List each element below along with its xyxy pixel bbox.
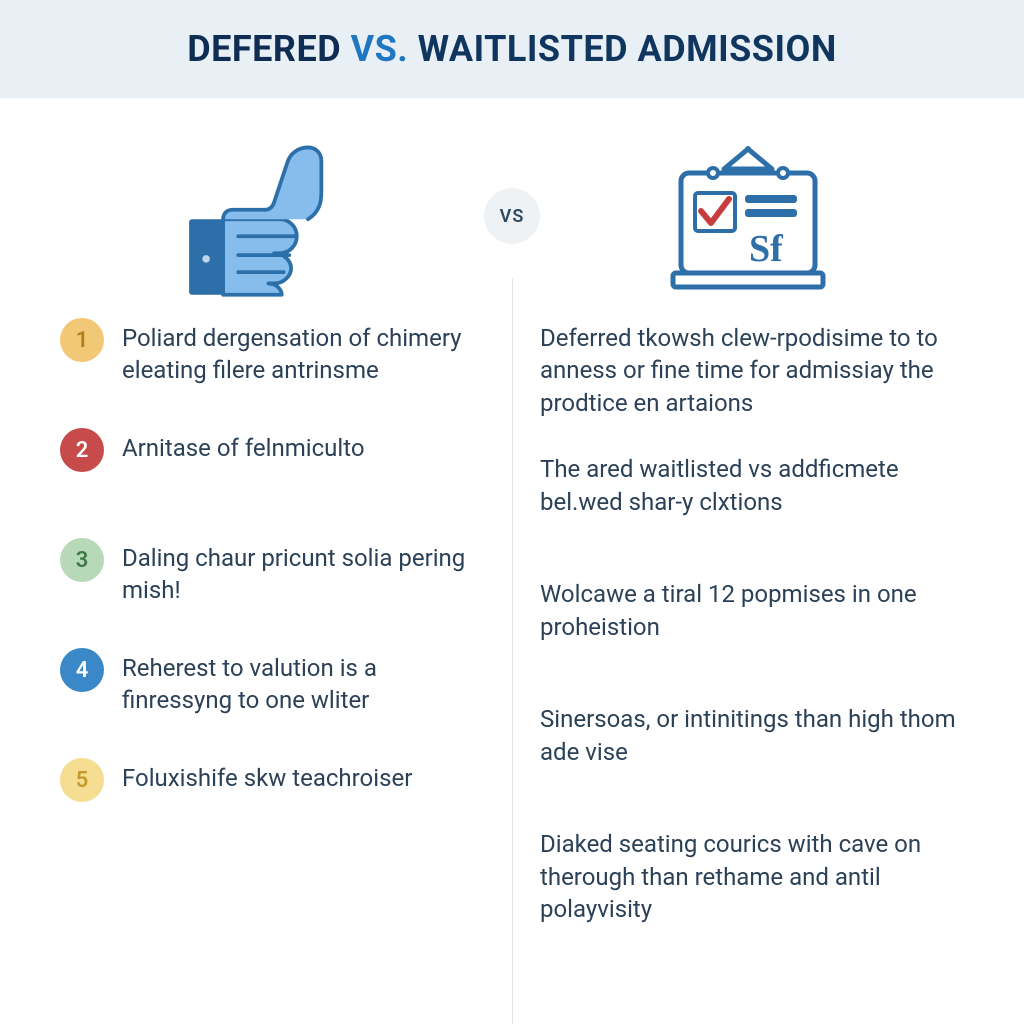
title-part-3: WAITLISTED ADMISSION [418,28,837,70]
item-text: Daling chaur pricunt solia pering mish! [122,538,492,607]
header-bar: DEFERED VS. WAITLISTED ADMISSION [0,0,1024,98]
left-column: 1 Poliard dergensation of chimery eleati… [40,128,512,1024]
number-badge-5: 5 [60,758,104,802]
item-text: Deferred tkowsh clew-rpodisime to to ann… [532,318,964,419]
item-text: Diaked seating courics with cave on ther… [532,824,964,925]
list-item: 4 Reherest to valution is a finressyng t… [60,648,492,728]
vs-badge: VS [484,188,540,244]
item-text: Sinersoas, or intinitings than high thom… [532,699,964,768]
item-text: Reherest to valution is a finressyng to … [122,648,492,717]
schedule-device-icon: Sf [532,128,964,318]
list-item: Diaked seating courics with cave on ther… [532,824,964,925]
right-items: Deferred tkowsh clew-rpodisime to to ann… [532,318,964,925]
list-item: Wolcawe a tiral 12 popmises in one prohe… [532,574,964,669]
thumbs-up-icon [60,128,492,318]
item-text: Wolcawe a tiral 12 popmises in one prohe… [532,574,964,643]
title-part-2: VS. [351,28,418,70]
number-badge-1: 1 [60,318,104,362]
left-items: 1 Poliard dergensation of chimery eleati… [60,318,492,838]
list-item: Deferred tkowsh clew-rpodisime to to ann… [532,318,964,419]
item-text: Arnitase of felnmiculto [122,428,365,464]
number-badge-2: 2 [60,428,104,472]
list-item: 1 Poliard dergensation of chimery eleati… [60,318,492,398]
list-item: 3 Daling chaur pricunt solia pering mish… [60,538,492,618]
item-text: Poliard dergensation of chimery eleating… [122,318,492,387]
page-title: DEFERED VS. WAITLISTED ADMISSION [0,28,1024,70]
center-divider [512,278,513,1024]
title-part-1: DEFERED [187,28,350,70]
item-text: The ared waitlisted vs addficmete bel.we… [532,449,964,518]
comparison-columns: VS 1 Poliard dergensation of chimery ele… [0,98,1024,1024]
svg-text:Sf: Sf [749,228,784,270]
list-item: 5 Foluxishife skw teachroiser [60,758,492,838]
list-item: Sinersoas, or intinitings than high thom… [532,699,964,794]
item-text: Foluxishife skw teachroiser [122,758,412,794]
number-badge-4: 4 [60,648,104,692]
list-item: 2 Arnitase of felnmiculto [60,428,492,508]
list-item: The ared waitlisted vs addficmete bel.we… [532,449,964,544]
right-column: Sf Deferred tkowsh clew-rpodisime to to … [512,128,984,1024]
number-badge-3: 3 [60,538,104,582]
